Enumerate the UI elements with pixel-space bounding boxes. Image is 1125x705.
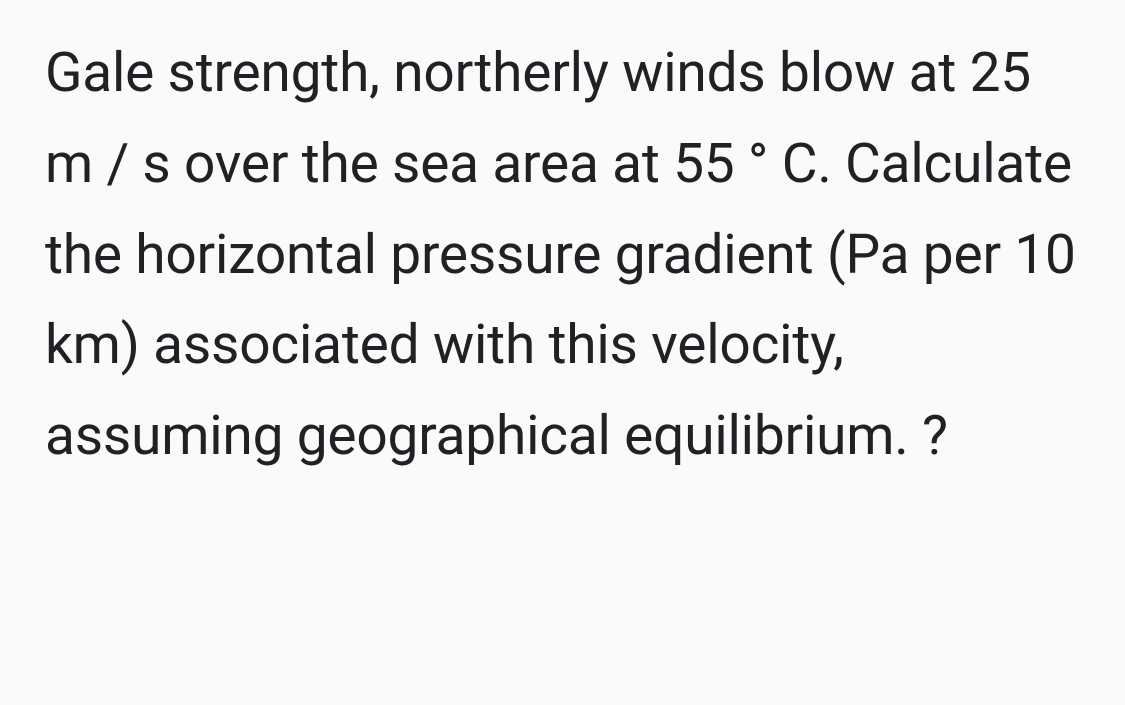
question-text: Gale strength, northerly winds blow at 2… (45, 28, 1080, 482)
